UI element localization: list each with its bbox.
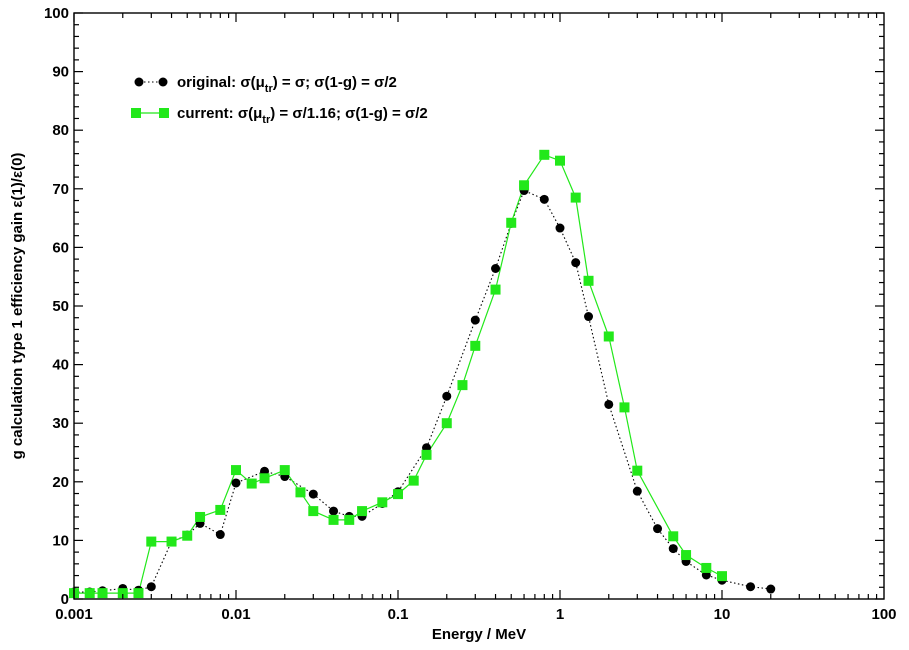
data-point-current [555,155,565,166]
data-point-current [97,588,108,599]
series-line-current [74,154,723,594]
y-tick-label: 90 [52,64,69,81]
y-tick-label: 50 [52,298,69,315]
x-tick-label: 10 [714,606,731,623]
data-point-current [519,180,530,191]
data-point-current [295,487,306,498]
data-point-current [717,571,727,582]
x-axis-ticks [73,13,878,599]
data-point-original [329,506,339,516]
series-marks [69,149,776,599]
data-point-current [570,192,581,203]
y-tick-label: 10 [52,532,69,549]
data-point-current [146,536,157,547]
data-point-original [668,544,678,554]
y-tick-label: 60 [52,239,69,256]
x-tick-label: 100 [871,606,896,623]
data-point-original [231,478,241,488]
data-point-original [539,194,549,204]
y-tick-label: 40 [52,357,69,374]
data-point-current [328,514,339,525]
data-point-original [653,524,663,534]
data-point-current [279,465,290,476]
data-point-current [133,588,144,599]
y-tick-label: 80 [52,122,69,139]
legend-marker-current [131,108,141,118]
y-tick-label: 100 [44,5,69,22]
data-point-current [506,217,517,228]
y-axis-tick-labels: 0 10 20 30 40 50 60 70 80 90 100 [44,5,69,608]
x-axis-title: Energy / MeV [432,626,526,643]
data-point-original [632,486,642,496]
legend-marker-original [158,77,168,87]
legend-entry-current: current: σ(μtr) = σ/1.16; σ(1-g) = σ/2 [131,105,428,126]
data-point-original [442,391,452,401]
y-tick-label: 30 [52,415,69,432]
data-point-original [215,530,225,540]
data-point-current [344,514,355,525]
data-point-current [668,531,679,542]
legend-label-original: original: σ(μtr) = σ; σ(1-g) = σ/2 [177,74,397,95]
data-point-current [117,588,128,599]
legend-label-current: current: σ(μtr) = σ/1.16; σ(1-g) = σ/2 [177,105,428,126]
x-axis-tick-labels: 0.001 0.01 0.1 1 10 100 [55,606,896,623]
data-point-original [470,315,480,325]
data-point-current [231,465,241,476]
data-point-current [393,489,403,500]
legend-marker-current [159,108,169,118]
data-point-current [681,550,692,561]
data-point-current [603,331,614,342]
data-point-current [470,340,481,351]
x-tick-label: 0.001 [55,606,93,623]
y-tick-label: 0 [61,591,69,608]
data-point-current [182,530,193,541]
y-tick-label: 20 [52,474,69,491]
data-point-current [259,473,270,484]
plot-frame [73,12,885,600]
data-point-current [490,284,501,295]
x-tick-label: 0.1 [388,606,409,623]
data-point-current [166,536,177,547]
data-point-current [632,465,643,476]
data-point-current [215,504,226,515]
data-point-original [308,489,318,499]
data-point-current [441,418,452,429]
x-tick-label: 0.01 [221,606,250,623]
data-point-current [246,478,257,489]
data-point-current [421,449,432,460]
series-line-original [74,189,771,593]
y-axis-title: g calculation type 1 efficiency gain ε(1… [9,153,26,460]
legend-entry-original: original: σ(μtr) = σ; σ(1-g) = σ/2 [134,74,397,95]
legend: original: σ(μtr) = σ; σ(1-g) = σ/2 curre… [131,74,428,126]
data-point-original [766,584,776,594]
y-tick-label: 70 [52,181,69,198]
x-tick-label: 1 [556,606,564,623]
data-point-current [619,402,630,413]
data-point-current [357,506,368,517]
data-point-original [491,263,501,273]
data-point-current [701,562,712,573]
data-point-current [583,275,594,286]
data-point-original [604,399,614,409]
data-point-current [308,506,319,517]
data-point-original [571,258,581,268]
data-point-current [539,149,550,160]
data-point-current [457,380,468,391]
data-point-original [746,582,756,592]
data-point-current [408,475,419,486]
data-point-original [555,223,565,233]
y-axis-ticks [74,12,884,600]
data-point-original [584,312,594,322]
data-point-current [195,511,206,522]
legend-marker-original [134,77,144,87]
data-point-original [146,582,156,592]
series-lines [74,154,771,594]
data-point-current [84,588,95,599]
data-point-current [377,497,388,508]
